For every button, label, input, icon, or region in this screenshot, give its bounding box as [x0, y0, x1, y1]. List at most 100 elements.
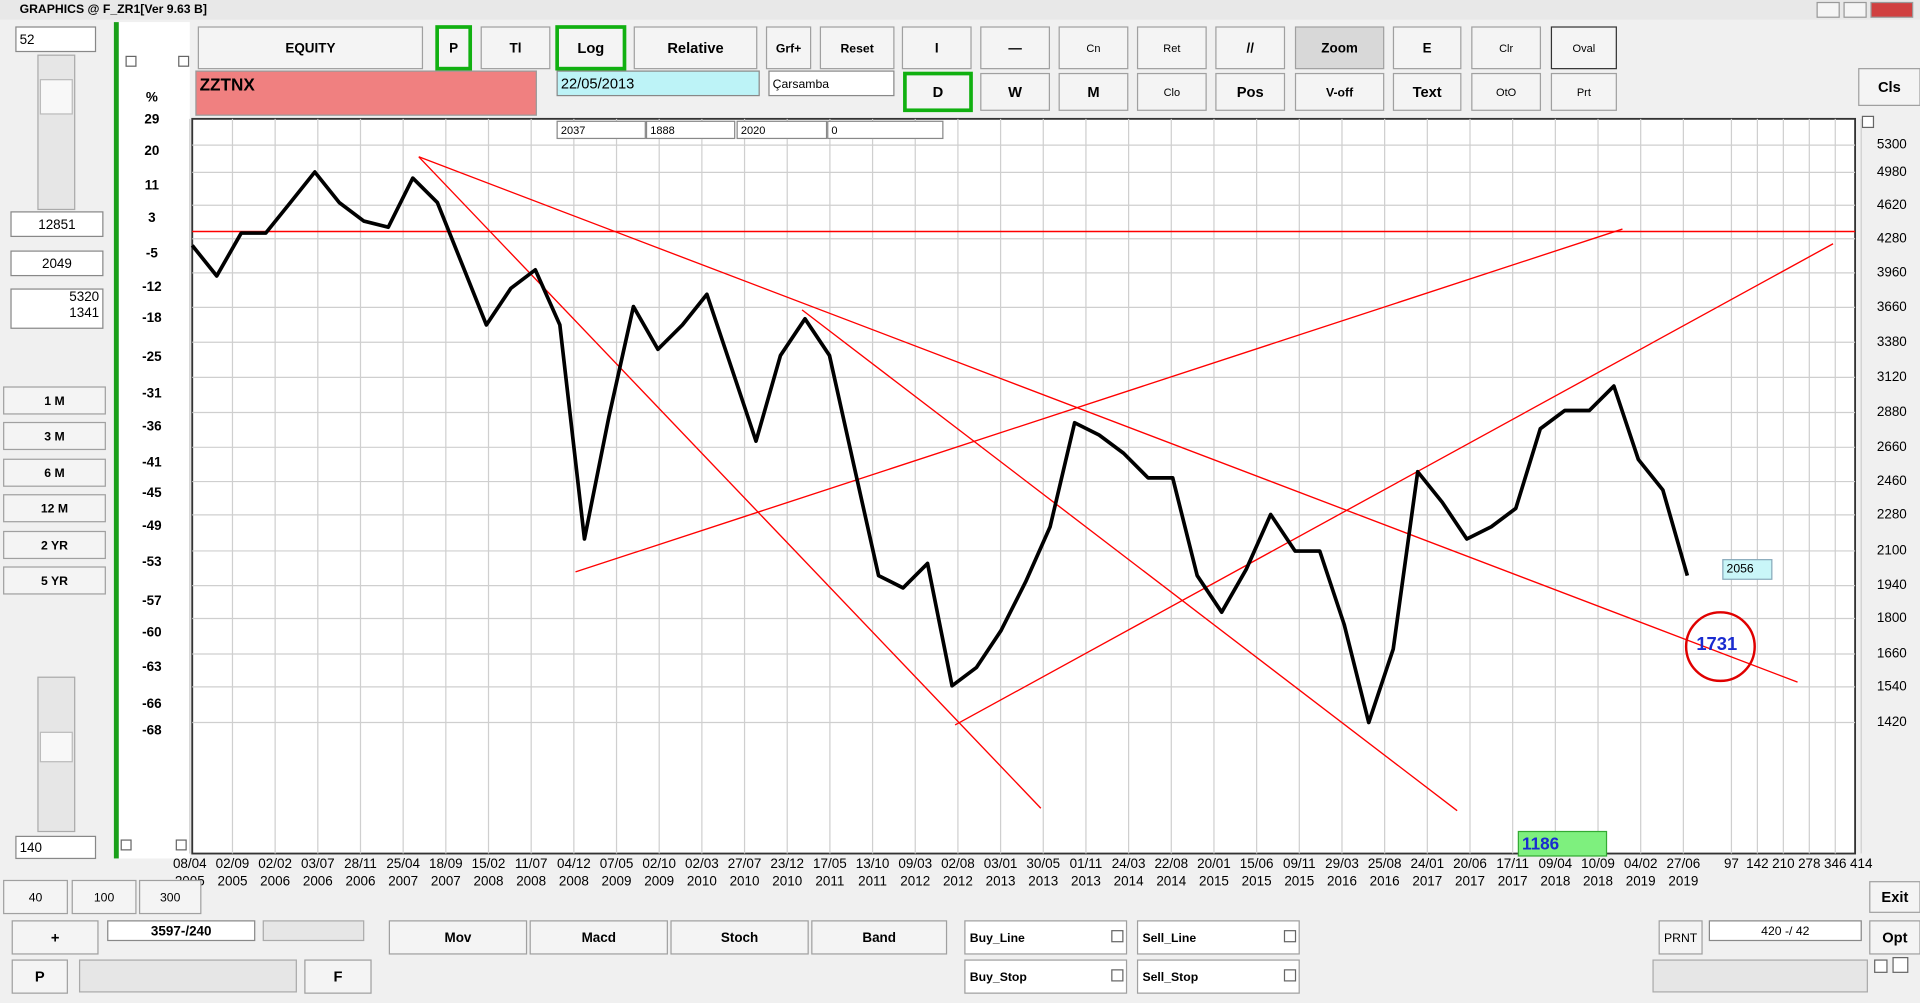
- checkbox[interactable]: [1874, 959, 1888, 973]
- period-button[interactable]: 3 M: [3, 421, 106, 451]
- input-field[interactable]: [15, 26, 97, 53]
- button-label[interactable]: Mov: [444, 930, 471, 945]
- button-label[interactable]: Buy_Stop: [970, 970, 1027, 984]
- button-face[interactable]: [1136, 72, 1207, 111]
- window-controls[interactable]: [1816, 1, 1914, 18]
- button[interactable]: D: [903, 71, 973, 113]
- button[interactable]: F: [304, 959, 372, 994]
- button-face[interactable]: [1215, 26, 1286, 70]
- button-face[interactable]: [980, 26, 1050, 70]
- button[interactable]: PRNT: [1658, 920, 1703, 955]
- button[interactable]: 40: [3, 879, 68, 915]
- button-label[interactable]: Cls: [1878, 80, 1901, 96]
- input-field[interactable]: [556, 120, 646, 140]
- input-field[interactable]: [1708, 920, 1862, 942]
- button-face[interactable]: [3, 530, 106, 560]
- button-face[interactable]: [3, 386, 106, 415]
- button-label[interactable]: Oval: [1573, 43, 1596, 55]
- button-face[interactable]: [1392, 72, 1462, 111]
- button[interactable]: Relative: [633, 26, 758, 70]
- button-face[interactable]: [1550, 26, 1617, 70]
- button-face[interactable]: [3, 421, 106, 451]
- button[interactable]: Prt: [1550, 72, 1617, 111]
- button-label[interactable]: 100: [94, 890, 115, 904]
- button-face[interactable]: [903, 71, 973, 113]
- scrollbar[interactable]: [37, 54, 76, 211]
- checkbox[interactable]: [1892, 957, 1909, 973]
- input-field[interactable]: [10, 211, 104, 238]
- button[interactable]: Cls: [1858, 68, 1920, 106]
- button-face[interactable]: [1392, 26, 1462, 70]
- button-face[interactable]: [3, 566, 106, 595]
- input-field[interactable]: [107, 920, 256, 942]
- button-face[interactable]: [555, 25, 627, 71]
- button-face[interactable]: [11, 959, 68, 994]
- input-field[interactable]: [15, 835, 97, 860]
- scroll-thumb[interactable]: [39, 731, 73, 763]
- button-label[interactable]: Prt: [1577, 87, 1591, 99]
- button-face[interactable]: [1136, 959, 1300, 994]
- button-label[interactable]: 300: [160, 890, 181, 904]
- button-label[interactable]: I: [935, 41, 939, 56]
- button-face[interactable]: [819, 26, 895, 70]
- scrollbar[interactable]: [78, 959, 297, 993]
- button-face[interactable]: [304, 959, 372, 994]
- button-label[interactable]: Buy_Line: [970, 931, 1025, 945]
- button-label[interactable]: Pos: [1237, 85, 1264, 101]
- button-label[interactable]: Sell_Stop: [1142, 970, 1198, 984]
- button-label[interactable]: 40: [29, 890, 43, 904]
- button-face[interactable]: [138, 879, 202, 915]
- scrollbar[interactable]: [262, 920, 365, 942]
- button-label[interactable]: F: [333, 970, 342, 986]
- button[interactable]: //: [1215, 26, 1286, 70]
- button[interactable]: Cn: [1058, 26, 1129, 70]
- button-face[interactable]: [1136, 26, 1207, 70]
- button-face[interactable]: [1136, 920, 1300, 955]
- button-label[interactable]: 3 M: [44, 429, 64, 443]
- button-face[interactable]: [1869, 881, 1920, 913]
- button[interactable]: +: [11, 920, 99, 955]
- button-label[interactable]: Exit: [1881, 890, 1908, 906]
- checkbox[interactable]: [1283, 969, 1297, 982]
- button[interactable]: Grf+: [765, 26, 812, 70]
- button-face[interactable]: [765, 26, 812, 70]
- button[interactable]: Text: [1392, 72, 1462, 111]
- button-label[interactable]: PRNT: [1664, 931, 1698, 945]
- button[interactable]: Opt: [1869, 920, 1920, 955]
- button-face[interactable]: [1550, 72, 1617, 111]
- button[interactable]: Pos: [1215, 72, 1286, 111]
- button-face[interactable]: [3, 494, 106, 523]
- button-label[interactable]: Macd: [582, 930, 616, 945]
- checkbox[interactable]: [178, 55, 190, 67]
- button[interactable]: E: [1392, 26, 1462, 70]
- button[interactable]: Sell_Line: [1136, 920, 1300, 955]
- button[interactable]: V-off: [1294, 72, 1385, 111]
- button-face[interactable]: [1215, 72, 1286, 111]
- button[interactable]: Clo: [1136, 72, 1207, 111]
- button-label[interactable]: Relative: [667, 41, 723, 57]
- button-label[interactable]: 12 M: [41, 502, 68, 516]
- button-label[interactable]: V-off: [1326, 85, 1354, 99]
- button-face[interactable]: [1869, 920, 1920, 955]
- period-button[interactable]: 12 M: [3, 494, 106, 523]
- button-label[interactable]: Band: [862, 930, 896, 945]
- period-button[interactable]: 5 YR: [3, 566, 106, 595]
- button-face[interactable]: [1658, 920, 1703, 955]
- button-face[interactable]: [1058, 72, 1129, 111]
- checkbox[interactable]: [1111, 969, 1124, 982]
- button-label[interactable]: 5 YR: [41, 574, 68, 588]
- button-label[interactable]: Ret: [1163, 43, 1180, 55]
- button-label[interactable]: —: [1008, 41, 1022, 56]
- input-field[interactable]: [645, 120, 736, 140]
- button[interactable]: Band: [811, 920, 948, 955]
- button[interactable]: Zoom: [1294, 26, 1385, 70]
- button-label[interactable]: Tl: [510, 41, 522, 56]
- button-face[interactable]: [435, 25, 473, 71]
- close[interactable]: [1870, 1, 1914, 18]
- checkbox[interactable]: [1861, 115, 1875, 129]
- button-face[interactable]: [964, 959, 1128, 994]
- button-label[interactable]: Clo: [1164, 87, 1181, 99]
- period-button[interactable]: 6 M: [3, 458, 106, 487]
- button[interactable]: 300: [138, 879, 202, 915]
- button-label[interactable]: //: [1246, 41, 1254, 56]
